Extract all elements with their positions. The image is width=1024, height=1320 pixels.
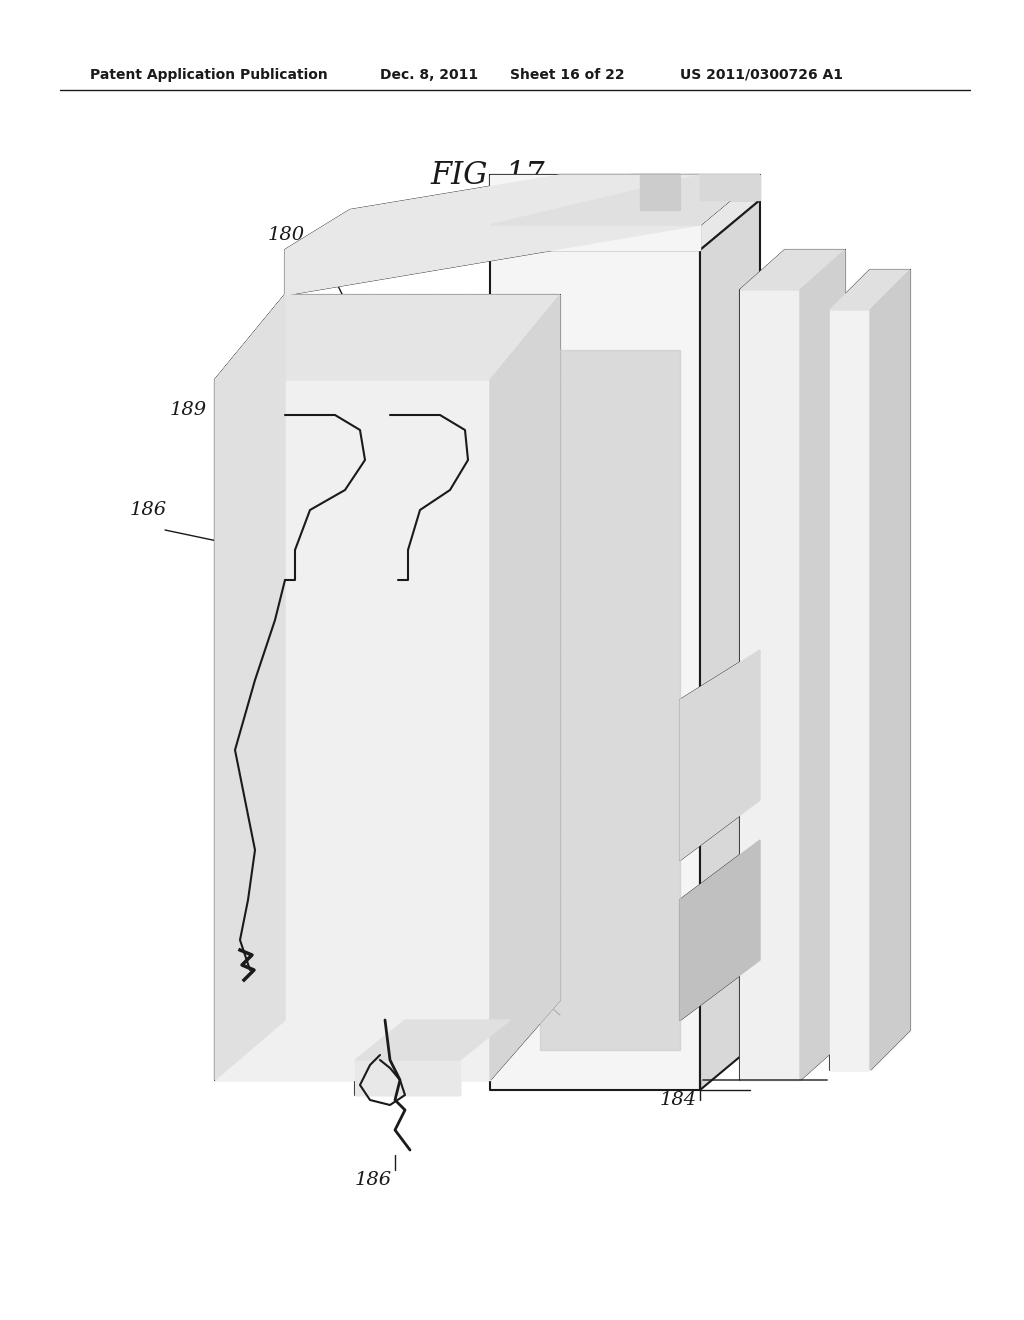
Polygon shape xyxy=(215,380,490,1080)
Polygon shape xyxy=(310,900,480,1060)
Text: 184: 184 xyxy=(660,1092,697,1109)
Text: 186: 186 xyxy=(355,1171,392,1189)
Polygon shape xyxy=(540,350,680,1049)
Polygon shape xyxy=(490,201,760,249)
Polygon shape xyxy=(800,249,845,1080)
Polygon shape xyxy=(355,1020,510,1060)
Polygon shape xyxy=(215,294,285,1080)
Polygon shape xyxy=(490,249,700,1090)
Polygon shape xyxy=(640,176,680,210)
Text: US 2011/0300726 A1: US 2011/0300726 A1 xyxy=(680,69,843,82)
Text: 189: 189 xyxy=(170,401,207,418)
Polygon shape xyxy=(490,176,760,224)
Polygon shape xyxy=(355,1060,460,1096)
Polygon shape xyxy=(830,310,870,1071)
Polygon shape xyxy=(870,271,910,1071)
Polygon shape xyxy=(285,176,760,294)
Text: FIG. 17: FIG. 17 xyxy=(430,160,545,190)
Polygon shape xyxy=(490,294,560,1080)
Polygon shape xyxy=(700,201,760,1090)
Polygon shape xyxy=(490,176,700,249)
Text: Dec. 8, 2011: Dec. 8, 2011 xyxy=(380,69,478,82)
Text: 186: 186 xyxy=(130,502,167,519)
Polygon shape xyxy=(215,294,560,380)
Polygon shape xyxy=(700,176,760,201)
Text: Patent Application Publication: Patent Application Publication xyxy=(90,69,328,82)
Text: 180: 180 xyxy=(268,226,305,244)
Polygon shape xyxy=(830,271,910,310)
Text: Sheet 16 of 22: Sheet 16 of 22 xyxy=(510,69,625,82)
Polygon shape xyxy=(740,249,845,290)
Polygon shape xyxy=(680,649,760,861)
Polygon shape xyxy=(740,290,800,1080)
Polygon shape xyxy=(680,840,760,1020)
